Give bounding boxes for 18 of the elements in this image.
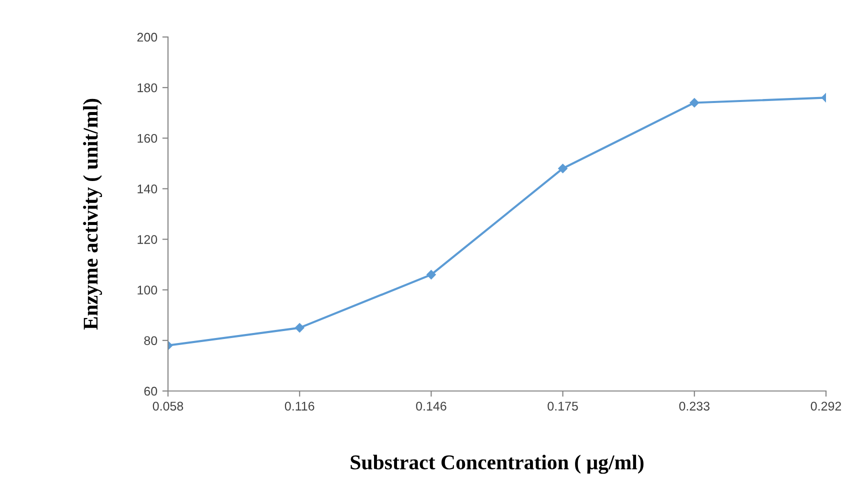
y-tick-label: 180 (138, 83, 158, 92)
point (558, 164, 568, 174)
x-tick-label: 0.233 (679, 402, 710, 411)
y-tick-label: 100 (138, 286, 158, 295)
y-tick-label: 60 (144, 386, 158, 396)
x-tick-label: 0.292 (810, 402, 842, 411)
y-tick-label: 200 (137, 32, 158, 42)
x-tick-label: 0.146 (416, 402, 446, 411)
x-tick-label: 0.116 (284, 402, 314, 411)
y-tick-label: 120 (138, 235, 158, 244)
y-tick-label: 140 (138, 184, 158, 194)
x-tick-label: 0.058 (152, 402, 184, 411)
x-axis-title: Substract Concentration ( μg/ml) (350, 454, 644, 474)
point (426, 270, 436, 280)
y-tick-label: 80 (144, 336, 158, 346)
x-tick-label: 0.175 (548, 402, 578, 411)
y-axis-title: Enzyme activity ( unit/ml) (83, 98, 102, 330)
y-tick-label: 160 (138, 134, 158, 143)
